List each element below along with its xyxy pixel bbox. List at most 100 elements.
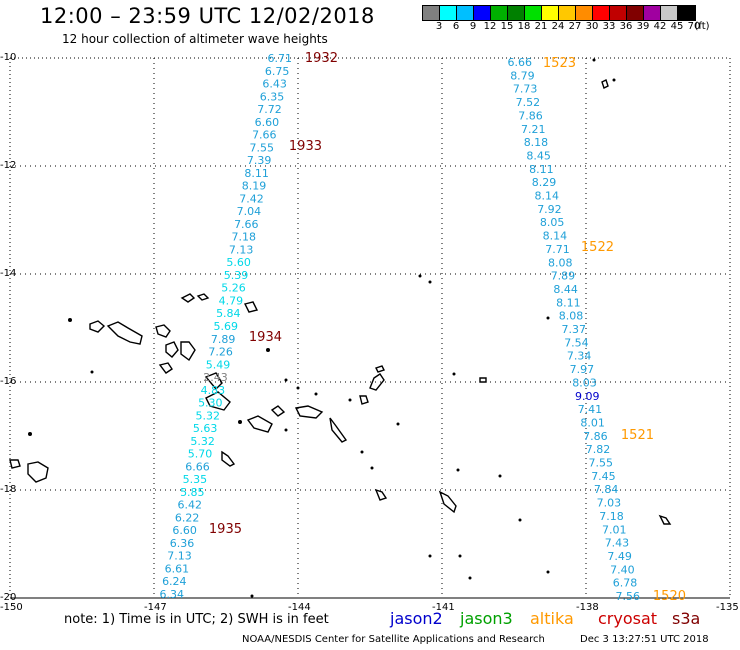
swh-value: 5.49 <box>206 358 231 371</box>
color-legend-swatch <box>508 6 525 20</box>
color-legend-label: 36 <box>619 21 633 32</box>
swh-value: 5.32 <box>196 409 221 422</box>
swh-value: 6.66 <box>508 56 533 69</box>
color-legend-label: 6 <box>452 21 460 32</box>
color-legend-swatch <box>474 6 491 20</box>
credit-text: NOAA/NESDIS Center for Satellite Applica… <box>242 634 545 645</box>
color-legend-swatch <box>525 6 542 20</box>
swh-value: 8.79 <box>510 69 535 82</box>
swh-value: 6.60 <box>172 524 197 537</box>
lat-label-14: -14 <box>0 268 17 279</box>
swh-value: 7.18 <box>599 510 624 523</box>
color-legend-swatch <box>627 6 644 20</box>
swh-value: 5.39 <box>224 269 249 282</box>
gridlines <box>10 58 730 598</box>
swh-value: 5.30 <box>198 397 223 410</box>
pass-time-labels: 1932 1933 1934 1935 1523 1522 1521 1520 <box>209 51 686 604</box>
swh-value: 7.04 <box>237 205 262 218</box>
color-legend-swatch <box>576 6 593 20</box>
swh-value: 7.43 <box>605 537 630 550</box>
color-legend-label: 33 <box>602 21 616 32</box>
swh-value: 6.35 <box>260 90 285 103</box>
color-legend-swatch <box>491 6 508 20</box>
swh-value: 7.72 <box>257 103 282 116</box>
island-dots <box>28 58 616 598</box>
swh-value: 4.83 <box>201 384 226 397</box>
swh-value: 6.66 <box>185 460 210 473</box>
swh-value: 6.71 <box>268 52 293 65</box>
swh-value: 8.08 <box>548 256 573 269</box>
swh-value: 5.84 <box>216 307 241 320</box>
map-subtitle: 12 hour collection of altimeter wave hei… <box>62 32 328 46</box>
color-legend-label: 18 <box>517 21 531 32</box>
swh-value: 6.43 <box>262 78 287 91</box>
swh-value: 8.14 <box>535 190 560 203</box>
lon-label-141: -141 <box>432 602 455 613</box>
swh-value: 8.11 <box>556 296 581 309</box>
swh-value: 7.42 <box>239 192 264 205</box>
lon-label-135: -135 <box>716 602 739 613</box>
swh-value: 5.32 <box>190 435 215 448</box>
swh-value: 7.26 <box>208 346 233 359</box>
pass-time-label: 1521 <box>621 428 654 443</box>
color-legend-swatch <box>661 6 678 20</box>
color-legend-swatch <box>593 6 610 20</box>
swh-value: 6.75 <box>265 65 290 78</box>
swh-value: 7.84 <box>594 483 619 496</box>
swh-value: 8.19 <box>242 180 267 193</box>
color-legend-label: (ft) <box>694 21 710 32</box>
swh-value: 8.29 <box>532 176 557 189</box>
color-legend-label: 27 <box>568 21 582 32</box>
swh-value: 7.41 <box>578 403 603 416</box>
swh-value: 7.03 <box>597 497 622 510</box>
swh-value: 7.21 <box>521 123 546 136</box>
color-legend-swatch <box>440 6 457 20</box>
mission-cryosat: cryosat <box>598 609 658 628</box>
swh-value: 7.13 <box>167 550 192 563</box>
swh-value: 7.66 <box>234 218 259 231</box>
island-outlines <box>9 79 672 525</box>
swh-value: 7.52 <box>516 96 541 109</box>
swh-value: 7.73 <box>513 83 538 96</box>
swh-value: 5.69 <box>214 320 239 333</box>
swh-value: 7.37 <box>562 323 587 336</box>
swh-value: 6.42 <box>178 499 203 512</box>
color-legend-label: 3 <box>435 21 443 32</box>
swh-value: 7.13 <box>229 243 254 256</box>
swh-value: 8.05 <box>540 216 565 229</box>
swh-value: 7.89 <box>551 270 576 283</box>
swh-value: 7.39 <box>247 154 272 167</box>
swh-value: 4.79 <box>219 294 244 307</box>
lon-label-147: -147 <box>144 602 167 613</box>
swh-value: 7.86 <box>583 430 608 443</box>
swh-value: 2.43 <box>203 371 228 384</box>
swh-value: 5.63 <box>193 422 218 435</box>
pass-time-label: 1935 <box>209 522 242 537</box>
color-legend-swatch <box>678 6 695 20</box>
color-legend-label: 45 <box>670 21 684 32</box>
color-legend-bar <box>422 5 696 21</box>
color-legend-label: 15 <box>500 21 514 32</box>
swh-value: 5.70 <box>188 448 213 461</box>
swh-value: 7.18 <box>232 231 257 244</box>
swh-value: 6.78 <box>613 577 638 590</box>
swh-value: 6.60 <box>255 116 280 129</box>
swh-value: 6.24 <box>162 575 187 588</box>
swh-value: 7.86 <box>518 109 543 122</box>
swh-value: 8.44 <box>553 283 578 296</box>
mission-s3a: s3a <box>672 609 701 628</box>
mission-altika: altika <box>530 609 574 628</box>
swh-value: 8.14 <box>543 230 568 243</box>
lon-label-138: -138 <box>576 602 599 613</box>
lat-label-12: -12 <box>0 160 17 171</box>
generated-timestamp: Dec 3 13:27:51 UTC 2018 <box>580 634 709 645</box>
swh-value: 5.85 <box>180 486 205 499</box>
swh-value: 7.55 <box>589 457 614 470</box>
swh-value: 8.45 <box>526 149 551 162</box>
pass-time-label: 1933 <box>289 139 322 154</box>
plot-frame <box>9 57 731 599</box>
lat-label-16: -16 <box>0 376 17 387</box>
swh-value: 8.08 <box>559 310 584 323</box>
swh-value: 9.09 <box>575 390 600 403</box>
